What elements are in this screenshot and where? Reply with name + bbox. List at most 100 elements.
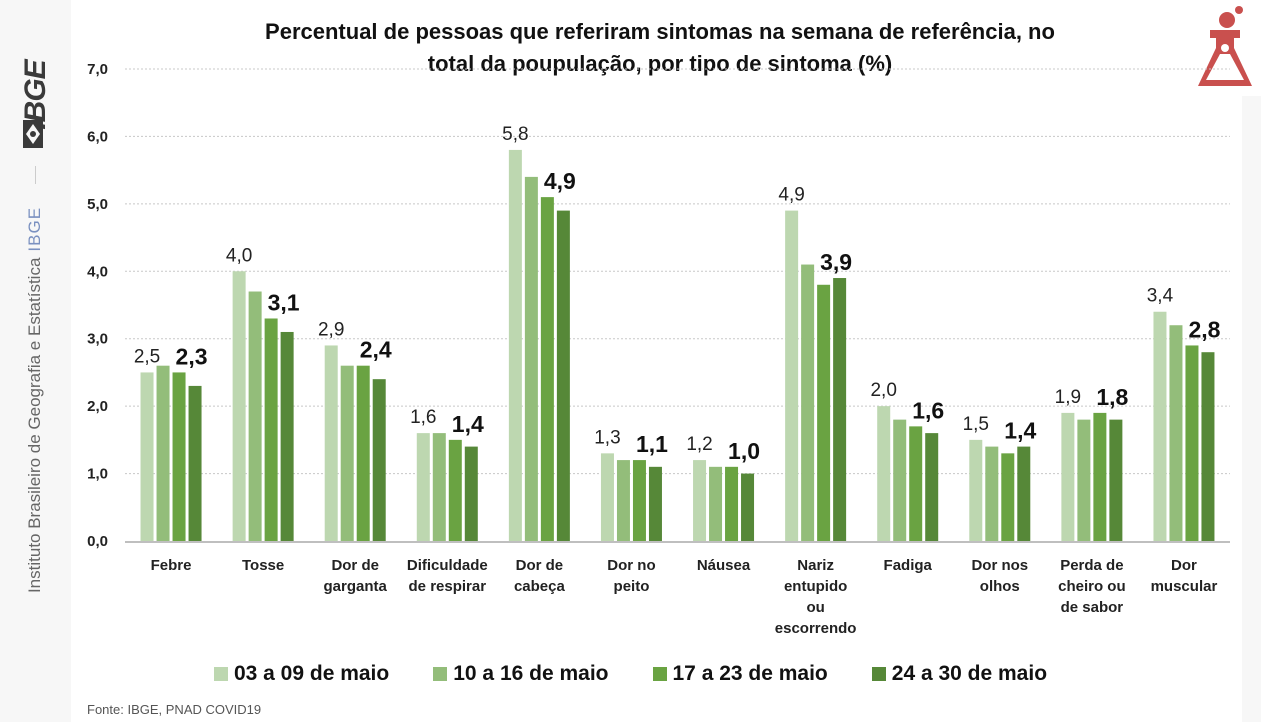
data-label: 1,6 (912, 397, 944, 423)
y-tick-label: 1,0 (87, 466, 108, 483)
x-tick-label: Dor de (331, 557, 379, 574)
legend-swatch-series-2 (433, 667, 448, 681)
legend-swatch-series-1 (213, 667, 228, 681)
x-tick-label: Tosse (242, 557, 284, 574)
x-tick-label: olhos (980, 578, 1020, 595)
data-label: 1,1 (636, 431, 668, 457)
bar (909, 426, 923, 541)
bar (600, 453, 614, 541)
x-tick-label: Perda de (1060, 557, 1123, 574)
bar (264, 318, 278, 541)
data-label: 4,9 (544, 168, 576, 194)
bar (508, 149, 522, 541)
legend-swatch-series-3 (652, 667, 667, 681)
source-note: Fonte: IBGE, PNAD COVID19 (87, 702, 262, 717)
x-tick-label: cheiro ou (1058, 578, 1126, 595)
data-label: 2,5 (134, 346, 160, 367)
x-tick-label: Dor no (607, 557, 655, 574)
y-tick-label: 7,0 (87, 61, 108, 78)
bar (1185, 345, 1199, 541)
legend-item-series-3: 17 a 23 de maio (652, 662, 828, 686)
data-label: 4,9 (778, 185, 804, 206)
data-label: 2,8 (1188, 316, 1220, 342)
x-tick-label: Dor (1171, 557, 1197, 574)
legend-swatch-series-4 (871, 667, 886, 681)
data-label: 1,6 (410, 407, 436, 428)
bar (1061, 412, 1075, 541)
x-tick-label: garganta (324, 578, 388, 595)
bar (540, 197, 554, 541)
bar (172, 372, 186, 541)
bar (448, 439, 462, 541)
bar (372, 379, 386, 541)
bar (893, 419, 907, 541)
bar (725, 466, 739, 541)
bar (1109, 419, 1123, 541)
x-tick-label: cabeça (514, 578, 566, 595)
data-label: 1,4 (1004, 418, 1036, 444)
bar (416, 433, 430, 541)
y-tick-label: 2,0 (87, 398, 108, 415)
data-label: 1,4 (452, 411, 484, 437)
bar (340, 365, 354, 541)
bar (280, 331, 294, 541)
bar (140, 372, 154, 541)
bar (1153, 311, 1167, 541)
bar (1077, 419, 1091, 541)
bar (985, 446, 999, 541)
data-label: 3,1 (268, 289, 300, 315)
legend-item-series-4: 24 a 30 de maio (871, 662, 1048, 686)
data-label: 3,4 (1147, 286, 1174, 307)
bar (464, 446, 478, 541)
bar (648, 466, 662, 541)
data-label: 5,8 (502, 124, 528, 145)
bar (785, 210, 799, 541)
legend-label-series-2: 10 a 16 de maio (453, 662, 609, 685)
x-tick-label: peito (614, 578, 650, 595)
bar (1201, 352, 1215, 541)
bar (616, 460, 630, 541)
x-tick-label: escorrendo (775, 620, 857, 637)
bar (1001, 453, 1015, 541)
bar (1017, 446, 1031, 541)
x-tick-label: Dor nos (971, 557, 1028, 574)
bar (969, 439, 983, 541)
data-label: 1,9 (1055, 387, 1081, 408)
legend-label-series-1: 03 a 09 de maio (233, 662, 390, 685)
data-label: 2,4 (360, 337, 392, 363)
x-tick-label: Febre (151, 557, 192, 574)
bar (817, 284, 831, 541)
flask-icon (1198, 6, 1252, 86)
chart-legend: 03 a 09 de maio 10 a 16 de maio 17 a 23 … (0, 662, 1261, 686)
bar (248, 291, 262, 541)
data-label: 1,2 (686, 434, 712, 455)
data-label: 4,0 (226, 245, 252, 266)
y-tick-label: 6,0 (87, 128, 108, 145)
legend-item-series-2: 10 a 16 de maio (433, 662, 609, 686)
bar (801, 264, 815, 541)
bar (1169, 325, 1183, 541)
legend-label-series-4: 24 a 30 de maio (891, 662, 1048, 685)
data-label: 2,3 (176, 343, 208, 369)
bar (1093, 412, 1107, 541)
data-label: 1,5 (963, 414, 989, 435)
data-label: 2,9 (318, 319, 344, 340)
bar (156, 365, 170, 541)
bar (741, 473, 755, 541)
bar (432, 433, 446, 541)
bar (356, 365, 370, 541)
chart-title-line-2: total da poupulação, por tipo de sintoma… (427, 51, 893, 76)
data-label: 2,0 (870, 380, 896, 401)
bar (524, 176, 538, 541)
bar (188, 385, 202, 541)
bar (324, 345, 338, 541)
x-tick-label: Fadiga (884, 557, 933, 574)
data-label: 3,9 (820, 249, 852, 275)
bar (556, 210, 570, 541)
x-tick-label: de respirar (409, 578, 487, 595)
x-tick-label: de sabor (1061, 599, 1124, 616)
data-label: 1,3 (594, 427, 620, 448)
chart-title: Percentual de pessoas que referiram sint… (170, 16, 1150, 80)
x-tick-label: Dificuldade (407, 557, 488, 574)
